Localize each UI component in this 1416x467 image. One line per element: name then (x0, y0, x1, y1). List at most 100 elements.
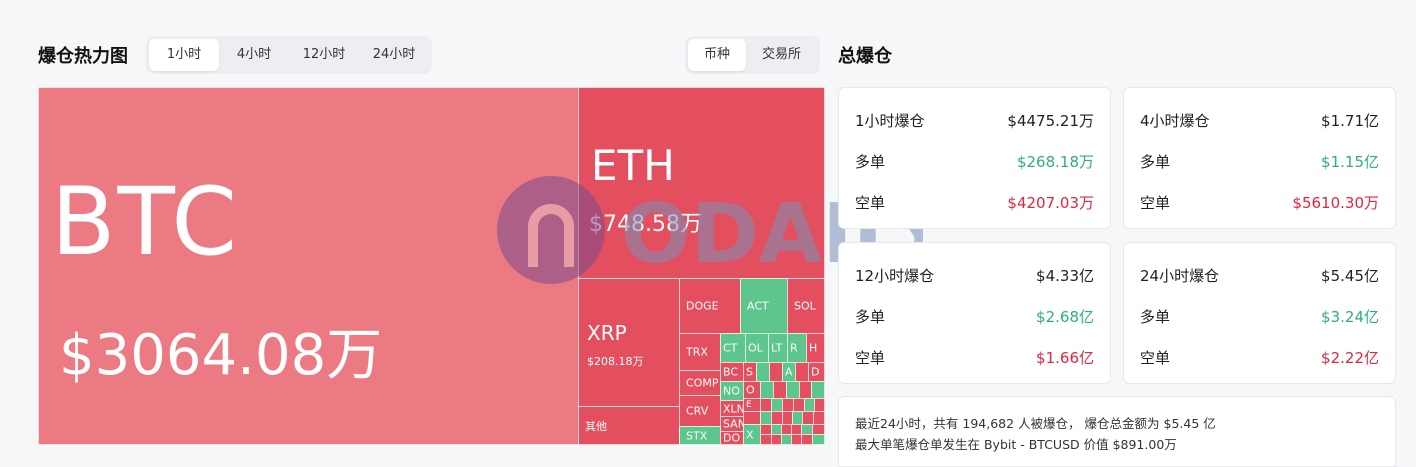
tile-stx[interactable]: STX (679, 426, 721, 445)
tile-symbol: X (746, 428, 754, 441)
liquidation-card-4h: 4小时爆仓 $1.71亿 多单 $1.15亿 空单 $5610.30万 (1123, 87, 1396, 229)
tab-4h[interactable]: 4小时 (236, 47, 272, 62)
tile-e[interactable]: E (743, 398, 761, 412)
tile-symbol: CT (723, 341, 738, 355)
short-label: 空单 (855, 194, 886, 212)
tile-btc[interactable]: BTC $3064.08万 (38, 87, 579, 445)
tile-symbol: STX (686, 429, 708, 442)
liquidation-card-12h: 12小时爆仓 $4.33亿 多单 $2.68亿 空单 $1.66亿 (838, 242, 1111, 384)
tile-symbol: SOL (794, 299, 816, 313)
card-total: $5.45亿 (1321, 267, 1379, 285)
summary-line-1: 最近24小时，共有 194,682 人被爆仓， 爆仓总金额为 $5.45 亿 (855, 416, 1216, 431)
tile-o[interactable]: O (743, 381, 761, 399)
card-label: 12小时爆仓 (855, 267, 935, 285)
card-label: 24小时爆仓 (1140, 267, 1220, 285)
time-range-selector: 1小时 4小时 12小时 24小时 (146, 36, 432, 74)
tile-symbol: ETH (591, 141, 675, 190)
tile-symbol: A (785, 365, 793, 379)
tile-xl[interactable]: XLN (720, 400, 744, 417)
tile-bc[interactable]: BC (720, 362, 744, 382)
tile-symbol: BC (723, 365, 739, 379)
tab-coin[interactable]: 币种 (688, 39, 747, 71)
tile-small-ag[interactable] (812, 434, 825, 445)
long-value: $1.15亿 (1321, 153, 1379, 171)
tile-xrp[interactable]: XRP $208.18万 (578, 278, 680, 407)
card-total: $4.33亿 (1036, 267, 1094, 285)
tile-symbol: O (746, 383, 755, 397)
tile-comp[interactable]: COMP (679, 370, 721, 396)
long-label: 多单 (855, 153, 886, 171)
tile-symbol: DOGE (686, 299, 719, 313)
tile-value: $3064.08万 (59, 323, 383, 388)
liquidation-card-1h: 1小时爆仓 $4475.21万 多单 $268.18万 空单 $4207.03万 (838, 87, 1111, 229)
card-label: 1小时爆仓 (855, 112, 925, 130)
tile-symbol: TRX (686, 345, 708, 359)
tile-a[interactable]: A (782, 362, 796, 382)
tile-symbol: SAN (723, 417, 744, 431)
tile-doge[interactable]: DOGE (679, 278, 741, 334)
heatmap-title: 爆仓热力图 (38, 46, 128, 67)
tile-act[interactable]: ACT (740, 278, 788, 334)
tile-symbol: LT (771, 341, 783, 355)
tile-ol[interactable]: OL (745, 333, 769, 363)
short-label: 空单 (1140, 349, 1171, 367)
tile-symbol: H (809, 341, 818, 355)
tile-r[interactable]: R (787, 333, 807, 363)
tile-symbol: E (746, 400, 752, 410)
tile-symbol: ACT (747, 299, 769, 313)
tile-small-c[interactable] (795, 362, 809, 382)
card-total: $1.71亿 (1321, 112, 1379, 130)
tab-24h[interactable]: 24小时 (372, 47, 416, 62)
tile-trx[interactable]: TRX (679, 333, 721, 371)
long-value: $3.24亿 (1321, 308, 1379, 326)
tab-exchange[interactable]: 交易所 (762, 47, 802, 62)
short-label: 空单 (1140, 194, 1171, 212)
short-value: $4207.03万 (1007, 194, 1094, 212)
tile-other[interactable]: 其他 (578, 406, 680, 445)
tile-small-o[interactable] (743, 411, 761, 425)
tile-h[interactable]: H (806, 333, 825, 363)
tile-small-a[interactable] (756, 362, 770, 382)
tile-symbol: XRP (587, 321, 627, 345)
tile-symbol: NO (723, 384, 740, 398)
tile-symbol: BTC (51, 168, 240, 277)
long-value: $268.18万 (1016, 153, 1094, 171)
tile-small-f[interactable] (786, 381, 800, 399)
tile-symbol: CRV (686, 404, 709, 418)
card-label: 4小时爆仓 (1140, 112, 1210, 130)
tile-no[interactable]: NO (720, 381, 744, 401)
tile-small-e[interactable] (773, 381, 787, 399)
tile-d[interactable]: D (808, 362, 825, 382)
tile-symbol: OL (748, 341, 763, 355)
tile-symbol: DO (723, 431, 741, 445)
tile-x[interactable]: X (743, 424, 761, 445)
tile-ct[interactable]: CT (720, 333, 746, 363)
liquidation-treemap: BTC $3064.08万 ETH $748.58万 XRP $208.18万 … (38, 87, 825, 445)
tile-symbol: 其他 (585, 419, 607, 433)
tab-1h[interactable]: 1小时 (149, 39, 219, 71)
tile-value: $208.18万 (587, 355, 644, 368)
view-selector: 币种 交易所 (685, 36, 821, 74)
tile-do[interactable]: DO (720, 431, 744, 445)
long-label: 多单 (855, 308, 886, 326)
long-value: $2.68亿 (1036, 308, 1094, 326)
tile-sa[interactable]: SAN (720, 416, 744, 432)
tile-symbol: R (790, 341, 798, 355)
tile-small-b[interactable] (769, 362, 783, 382)
tile-value: $748.58万 (589, 212, 702, 237)
tile-s[interactable]: S (743, 362, 757, 382)
tile-eth[interactable]: ETH $748.58万 (578, 87, 825, 279)
tile-lt[interactable]: LT (768, 333, 788, 363)
tile-sol[interactable]: SOL (787, 278, 825, 334)
tile-small-u[interactable] (813, 411, 825, 425)
tile-crv[interactable]: CRV (679, 395, 721, 427)
tile-small-d[interactable] (760, 381, 774, 399)
tile-symbol: S (746, 365, 753, 379)
long-label: 多单 (1140, 308, 1171, 326)
tile-small-h[interactable] (811, 381, 825, 399)
tile-small-n[interactable] (814, 398, 825, 412)
tile-symbol: COMP (686, 376, 719, 390)
tab-12h[interactable]: 12小时 (302, 47, 346, 62)
short-value: $5610.30万 (1292, 194, 1379, 212)
